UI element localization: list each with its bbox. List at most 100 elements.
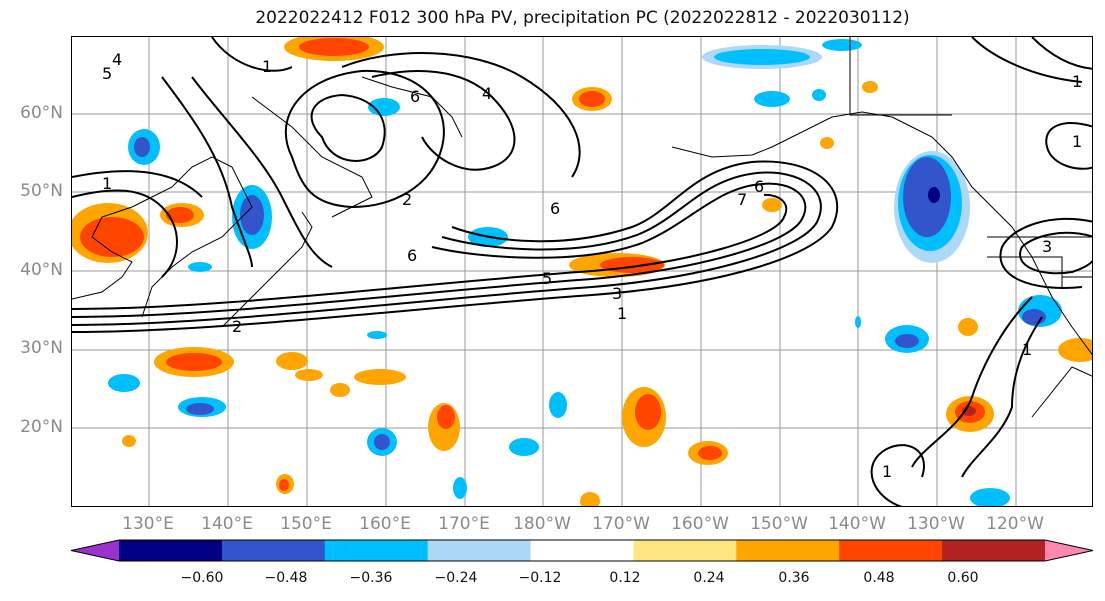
precip-positive-blob xyxy=(354,369,406,385)
colorbar-tick-label: 0.48 xyxy=(863,570,895,586)
chart-title: 2022022412 F012 300 hPa PV, precipitatio… xyxy=(255,8,910,28)
lon-label: 170°W xyxy=(592,514,650,534)
lat-label-60n: 60°N xyxy=(20,103,63,123)
colorbar-tick-label: 0.36 xyxy=(778,570,810,586)
precip-negative-blob xyxy=(509,438,539,456)
colorbar-segment xyxy=(736,540,840,561)
colorbar-outline xyxy=(70,539,1094,562)
precip-positive-core xyxy=(80,217,144,257)
precip-positive-core xyxy=(579,91,605,107)
precipitation-anomalies xyxy=(72,37,1092,506)
lon-label: 120°W xyxy=(986,514,1044,534)
precip-negative-core xyxy=(895,334,919,348)
precip-negative-core xyxy=(134,137,150,157)
lon-label: 140°E xyxy=(201,514,253,534)
precip-negative-blob xyxy=(812,89,826,101)
contour-label: 6 xyxy=(407,246,417,265)
contour-label-group: 1111122334455666677111 xyxy=(102,50,1093,481)
precip-negative-core xyxy=(186,403,214,415)
precip-positive-blob xyxy=(276,352,308,370)
contour-label: 6 xyxy=(550,199,560,218)
lat-label-30n: 30°N xyxy=(20,338,63,358)
colorbar-segment xyxy=(119,540,223,561)
lon-label: 160°E xyxy=(359,514,411,534)
precip-positive-core xyxy=(166,207,194,223)
precip-negative-peak xyxy=(928,187,940,203)
precip-positive-core xyxy=(279,479,289,491)
colorbar-segment xyxy=(530,540,634,561)
precip-negative-blob xyxy=(754,91,790,107)
precip-positive-blob xyxy=(330,383,350,397)
contour-label: 7 xyxy=(737,190,747,209)
contour-label: 5 xyxy=(542,269,552,288)
precip-positive-blob xyxy=(580,492,600,506)
contour-label: 1 xyxy=(882,462,892,481)
precip-negative-blob xyxy=(108,374,140,392)
precip-positive-blob xyxy=(820,137,834,149)
precip-positive-blob xyxy=(762,198,782,212)
precip-negative-core xyxy=(240,195,264,235)
precip-negative-blob xyxy=(368,98,400,116)
precip-positive-core xyxy=(437,405,455,429)
contour-label: 7 xyxy=(1092,64,1093,83)
lon-label: 140°W xyxy=(828,514,886,534)
contour-label: 6 xyxy=(410,87,420,106)
contour-label: 3 xyxy=(612,284,622,303)
map-panel: 1111122334455666677111 xyxy=(71,36,1093,507)
precip-negative-blob xyxy=(970,488,1010,506)
colorbar-segment xyxy=(427,540,532,561)
lat-label-20n: 20°N xyxy=(20,417,63,437)
colorbar-tick-label: −0.48 xyxy=(264,570,308,586)
lon-label: 130°W xyxy=(907,514,965,534)
precip-negative-blob xyxy=(367,331,387,339)
colorbar-segment xyxy=(633,540,737,561)
precip-negative-core xyxy=(903,157,951,237)
lat-label-40n: 40°N xyxy=(20,260,63,280)
colorbar xyxy=(70,539,1094,562)
lon-label: 180°W xyxy=(513,514,571,534)
colorbar-tick-label: −0.60 xyxy=(180,570,224,586)
contour-label: 5 xyxy=(102,64,112,83)
colorbar-tick-label: −0.12 xyxy=(518,570,562,586)
precip-positive-blob xyxy=(295,369,323,381)
colorbar-tick-label: 0.24 xyxy=(693,570,725,586)
precip-positive-core xyxy=(166,353,222,371)
lon-label: 150°W xyxy=(750,514,808,534)
contour-label: 1 xyxy=(1072,72,1082,91)
precip-positive-core xyxy=(635,394,661,430)
precip-positive-core xyxy=(698,446,722,460)
lon-label: 150°E xyxy=(280,514,332,534)
colorbar-tick-label: −0.36 xyxy=(349,570,393,586)
lon-label: 160°W xyxy=(671,514,729,534)
precip-positive-blob xyxy=(958,318,978,336)
lat-label-50n: 50°N xyxy=(20,181,63,201)
contour-label: 1 xyxy=(262,57,272,76)
colorbar-tick-label: 0.60 xyxy=(947,570,979,586)
precip-negative-core xyxy=(374,434,390,450)
contour-label: 1 xyxy=(102,174,112,193)
colorbar-tick-label: 0.12 xyxy=(609,570,641,586)
contour-label: 2 xyxy=(232,317,242,336)
precip-negative-blob xyxy=(453,477,467,499)
precip-negative-blob xyxy=(188,262,212,272)
contour-label: 1 xyxy=(1092,242,1093,261)
contour-label: 3 xyxy=(1042,237,1052,256)
contour-label: 2 xyxy=(402,190,412,209)
precip-negative-core xyxy=(1022,309,1046,325)
precip-positive-blob xyxy=(1058,338,1092,362)
precip-negative-blob xyxy=(855,316,861,328)
colorbar-segment xyxy=(324,540,429,561)
contour-label: 1 xyxy=(1072,132,1082,151)
precip-positive-core xyxy=(299,38,369,56)
precip-negative-blob xyxy=(549,392,567,418)
precip-positive-blob xyxy=(862,81,878,93)
colorbar-segment xyxy=(839,540,943,561)
map-canvas: 1111122334455666677111 xyxy=(72,37,1093,506)
contour-label: 4 xyxy=(482,84,492,103)
colorbar-extend-min xyxy=(71,540,119,561)
lon-label: 170°E xyxy=(438,514,490,534)
precip-positive-blob xyxy=(122,435,136,447)
colorbar-tick-label: −0.24 xyxy=(434,570,478,586)
colorbar-segment xyxy=(942,540,1046,561)
contour-label: 4 xyxy=(112,50,122,69)
